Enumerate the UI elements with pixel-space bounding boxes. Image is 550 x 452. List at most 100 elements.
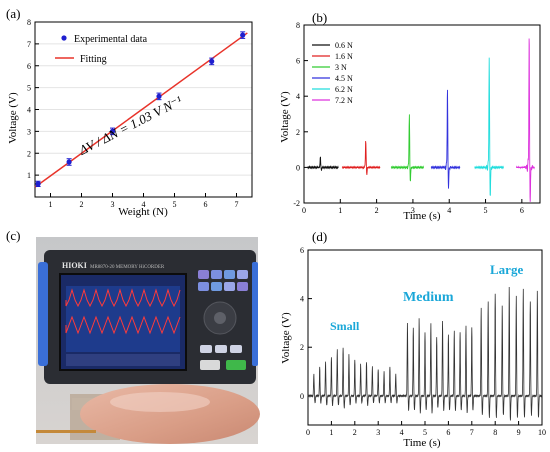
- a-ytick-label: 7: [27, 40, 31, 49]
- keypad-key: [198, 282, 209, 291]
- legend-label: 7.2 N: [335, 96, 353, 105]
- recorder-right-bumper: [252, 262, 258, 366]
- signal-line-4-5N: [430, 89, 461, 189]
- d-ytick-label: 0: [300, 392, 304, 401]
- d-xtick-label: 0: [306, 428, 310, 437]
- a-xtick-label: 4: [142, 200, 146, 209]
- b-ytick-label: 4: [296, 92, 300, 101]
- b-ytick-label: 6: [296, 57, 300, 66]
- legend-label: 0.6 N: [335, 41, 353, 50]
- experimental-point: [109, 128, 116, 134]
- d-ylabel: Voltage (V): [280, 312, 292, 364]
- hand-highlight: [110, 392, 210, 412]
- panel-label-d: (d): [312, 229, 327, 244]
- d-xtick-label: 2: [353, 428, 357, 437]
- experimental-point: [66, 159, 72, 165]
- d-xtick-label: 5: [423, 428, 427, 437]
- panel-a: (a) 1 2 3 4 5 6 7 1 2 3 4 5 6 7 8 Experimental data Fi…: [6, 6, 253, 218]
- b-ytick-label: 8: [296, 21, 300, 30]
- a-xtick-label: 1: [49, 200, 53, 209]
- panel-label-c: (c): [6, 228, 20, 243]
- signal-line-0-6N: [307, 156, 339, 171]
- slope-annotation: ΔV / ΔN = 1.03 V N⁻¹: [76, 93, 185, 158]
- d-ytick-label: 2: [300, 343, 304, 352]
- b-xlabel: Time (s): [403, 210, 441, 222]
- keypad-key: [224, 270, 235, 279]
- recorder-brand: HIOKI: [62, 261, 87, 270]
- label-medium: Medium: [403, 290, 454, 305]
- a-ytick-label: 3: [27, 127, 31, 136]
- a-xtick-label: 7: [235, 200, 239, 209]
- fitting-line: [34, 32, 248, 188]
- a-xtick-label: 3: [111, 200, 115, 209]
- legend-label: 1.6 N: [335, 52, 353, 61]
- stop-key: [200, 360, 220, 370]
- d-ytick-label: 4: [300, 295, 304, 304]
- b-ytick-label: 2: [296, 128, 300, 137]
- a-ytick-label: 1: [27, 171, 31, 180]
- function-key: [200, 345, 212, 353]
- screen-waveform: [65, 288, 181, 335]
- legend-label: 4.5 N: [335, 74, 353, 83]
- a-xtick-label: 5: [173, 200, 177, 209]
- d-xtick-label: 6: [446, 428, 450, 437]
- d-xlabel: Time (s): [403, 437, 441, 449]
- signal-line-1-6N: [341, 141, 381, 175]
- b-xtick-label: 4: [447, 206, 451, 215]
- panel-d: (d) 0 1 2 3 4 5 6 7 8 9 10 0 2 4 6 Time (s) Voltage (V…: [280, 229, 546, 449]
- legend-label-experimental: Experimental data: [74, 34, 148, 45]
- a-ytick-label: 8: [27, 18, 31, 27]
- legend-label-fitting: Fitting: [80, 54, 107, 65]
- legend-label: 3 N: [335, 63, 347, 72]
- d-xtick-label: 8: [493, 428, 497, 437]
- recorder-left-bumper: [38, 262, 48, 366]
- experimental-point: [156, 93, 162, 99]
- a-ytick-label: 5: [27, 84, 31, 93]
- a-xlabel: Weight (N): [118, 206, 168, 218]
- d-xtick-label: 10: [538, 428, 546, 437]
- d-xtick-label: 1: [329, 428, 333, 437]
- legend-marker-experimental: [61, 35, 67, 41]
- b-xtick-label: 3: [411, 206, 415, 215]
- function-key: [230, 345, 242, 353]
- screen-status-bar: [66, 354, 180, 366]
- panel-c-photo: HIOKI MR8870-20 MEMORY HiCORDER (c): [6, 228, 260, 444]
- keypad-key: [224, 282, 235, 291]
- keypad-key: [237, 270, 248, 279]
- a-xtick-label: 6: [204, 200, 208, 209]
- legend-label: 6.2 N: [335, 85, 353, 94]
- d-ytick-label: 6: [300, 246, 304, 255]
- b-ytick-label: 0: [296, 163, 300, 172]
- panel-label-b: (b): [312, 10, 327, 25]
- recorder-model: MR8870-20 MEMORY HiCORDER: [90, 265, 165, 270]
- d-xtick-label: 3: [376, 428, 380, 437]
- wire: [36, 430, 96, 433]
- function-key: [215, 345, 227, 353]
- b-xtick-label: 1: [338, 206, 342, 215]
- d-xtick-label: 7: [470, 428, 474, 437]
- label-small: Small: [330, 319, 360, 333]
- a-ytick-label: 4: [27, 106, 31, 115]
- signal-line-7-2N: [515, 38, 535, 202]
- experimental-point: [35, 181, 41, 187]
- keypad-key: [211, 270, 222, 279]
- b-xtick-label: 5: [484, 206, 488, 215]
- keypad-key: [237, 282, 248, 291]
- b-ylabel: Voltage (V): [279, 91, 291, 143]
- b-plot-frame: [303, 24, 541, 204]
- label-large: Large: [490, 262, 523, 277]
- d-xtick-label: 4: [400, 428, 404, 437]
- a-ytick-label: 6: [27, 62, 31, 71]
- experimental-point: [240, 32, 246, 38]
- signal-line-3N: [390, 114, 424, 182]
- b-xtick-label: 2: [375, 206, 379, 215]
- start-key: [226, 360, 246, 370]
- voltage-trace: [307, 286, 543, 421]
- panel-label-a: (a): [6, 6, 20, 21]
- d-xtick-label: 9: [517, 428, 521, 437]
- a-ylabel: Voltage (V): [7, 92, 19, 144]
- experimental-point: [209, 58, 215, 64]
- dial-center: [214, 312, 226, 324]
